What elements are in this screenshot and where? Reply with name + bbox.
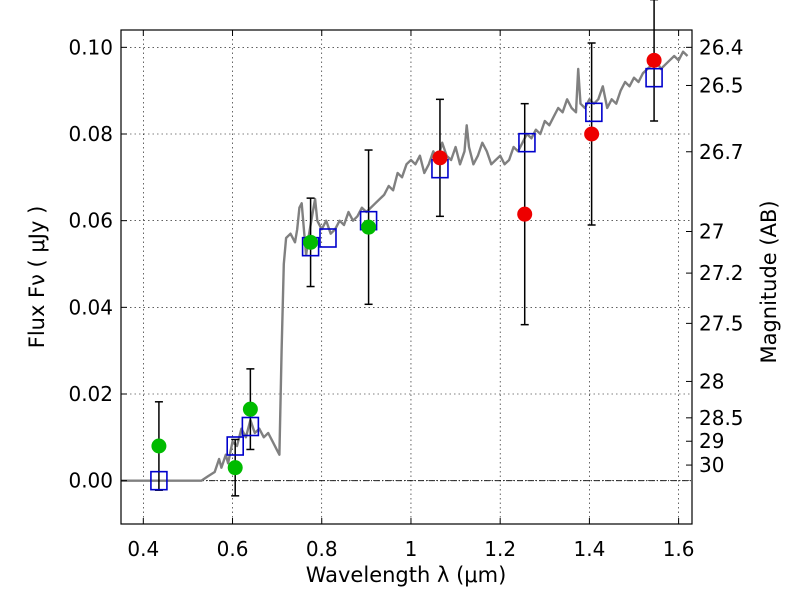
grid-lines [121, 30, 692, 524]
x-tick-label: 1.4 [573, 537, 605, 561]
y-tick-label: 0.06 [68, 209, 113, 233]
x-tick-label: 0.4 [127, 537, 159, 561]
observed-optical-point [361, 219, 377, 235]
y-tick-labels: 0.00 0.02 0.04 0.06 0.08 0.10 [68, 35, 113, 492]
model-photometry-square [585, 102, 603, 123]
observed-infrared-point [432, 150, 448, 166]
y-axis-label: Flux Fν ( μJy ) [25, 206, 49, 349]
model-photometry-square [319, 228, 337, 248]
magnitude-tick-label: 26.7 [699, 140, 744, 164]
magnitude-tick-label: 28 [699, 369, 724, 393]
model-photometry-square [645, 67, 663, 88]
x-tick-label: 0.6 [217, 537, 249, 561]
model-photometry-square [518, 132, 536, 153]
observed-optical-point [151, 438, 167, 454]
x-axis-label: Wavelength λ (μm) [306, 563, 507, 587]
magnitude-tick-label: 26.4 [699, 35, 744, 59]
magnitude-tick-label: 29 [699, 429, 724, 453]
x-tick-label: 0.8 [306, 537, 338, 561]
observed-infrared-point [646, 52, 662, 68]
y-tick-label: 0.08 [68, 122, 113, 146]
x-tick-label: 1 [405, 537, 418, 561]
magnitude-tick-label: 27.2 [699, 261, 744, 285]
y-tick-label: 0.10 [68, 35, 113, 59]
y-tick-label: 0.04 [68, 295, 113, 319]
x-tick-label: 1.2 [484, 537, 516, 561]
magnitude-tick-label: 28.5 [699, 406, 744, 430]
observed-photometry [151, 52, 662, 476]
plot-frame [120, 29, 693, 525]
observed-optical-point [242, 401, 258, 417]
error-bars [154, 0, 659, 497]
magnitude-axis-label: Magnitude (AB) [757, 200, 781, 363]
model-photometry-square [241, 416, 260, 437]
observed-optical-point [303, 234, 319, 250]
x-tick-label: 1.6 [663, 537, 695, 561]
observed-infrared-point [584, 126, 600, 142]
y-tick-label: 0.02 [68, 382, 113, 406]
magnitude-tick-label: 26.5 [699, 73, 744, 97]
magnitude-tick-label: 30 [699, 453, 724, 477]
y-tick-label: 0.00 [68, 469, 113, 493]
x-tick-labels: 0.4 0.6 0.8 1 1.2 1.4 1.6 [127, 537, 694, 561]
observed-infrared-point [517, 206, 533, 222]
axis-ticks [121, 30, 692, 524]
observed-optical-point [227, 460, 243, 476]
model-photometry-square [150, 470, 168, 491]
magnitude-tick-label: 27 [699, 220, 724, 244]
model-photometry-square [226, 436, 244, 456]
magnitude-tick-label: 27.5 [699, 311, 744, 335]
